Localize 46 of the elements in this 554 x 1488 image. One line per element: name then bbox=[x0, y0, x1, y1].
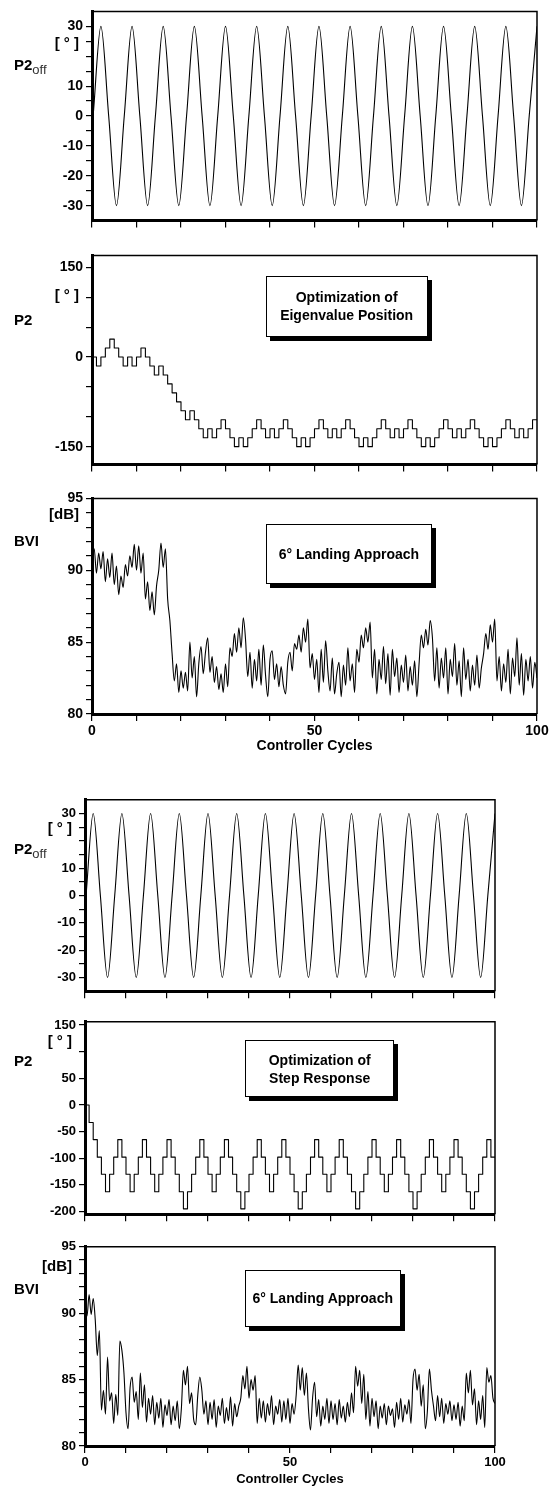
y-tick-label: -10 bbox=[57, 914, 76, 930]
y-tick-label: 30 bbox=[67, 17, 84, 34]
y-tick-label: 80 bbox=[67, 704, 84, 721]
y-axis-title: [dB] BVI bbox=[14, 1256, 72, 1299]
y-tick-label: 0 bbox=[68, 887, 76, 903]
y-tick-label: 30 bbox=[61, 805, 76, 821]
y-tick-label: 85 bbox=[67, 632, 84, 649]
y-tick-label: 95 bbox=[61, 1238, 76, 1254]
y-tick-label: 95 bbox=[67, 489, 84, 506]
y-axis-title: [dB] BVI bbox=[14, 505, 79, 550]
y-tick-label: -20 bbox=[62, 166, 84, 183]
annotation: 6° Landing Approach bbox=[252, 1289, 393, 1308]
text: [ ° ] P2$_{off}$ bbox=[14, 33, 79, 77]
y-tick-label: -10 bbox=[62, 136, 84, 153]
y-tick-label: -30 bbox=[62, 196, 84, 213]
x-tick-label: 50 bbox=[282, 1454, 298, 1470]
y-tick-label: 90 bbox=[67, 561, 84, 578]
y-tick-label: -150 bbox=[49, 1176, 76, 1192]
y-tick-label: 0 bbox=[75, 347, 84, 364]
y-tick-label: 150 bbox=[59, 258, 84, 275]
y-tick-label: 80 bbox=[61, 1437, 76, 1453]
y-tick-label: 150 bbox=[54, 1016, 76, 1032]
y-tick-label: 85 bbox=[61, 1371, 76, 1387]
y-axis-title: [ ° ] P2 bbox=[14, 1032, 72, 1070]
y-tick-label: 10 bbox=[67, 76, 84, 93]
y-tick-label: -20 bbox=[57, 941, 76, 957]
label-box: Optimization of Step Response bbox=[244, 1040, 395, 1098]
annotation: Optimization of Step Response bbox=[268, 1050, 371, 1087]
y-tick-label: -100 bbox=[49, 1149, 76, 1165]
x-tick-label: 100 bbox=[484, 1454, 506, 1470]
x-tick-label: 50 bbox=[306, 722, 323, 739]
x-axis-title: Controller Cycles bbox=[236, 1470, 344, 1486]
x-tick-label: 0 bbox=[88, 722, 97, 739]
x-axis-title: Controller Cycles bbox=[256, 737, 373, 754]
y-tick-label: 50 bbox=[61, 1069, 76, 1085]
y-tick-label: 0 bbox=[75, 106, 84, 123]
y-tick-label: 0 bbox=[68, 1096, 76, 1112]
y-tick-label: 90 bbox=[61, 1304, 76, 1320]
y-tick-label: -50 bbox=[57, 1123, 76, 1139]
annotation: 6° Landing Approach bbox=[278, 545, 420, 564]
y-tick-label: -30 bbox=[57, 969, 76, 985]
y-tick-label: -150 bbox=[54, 437, 84, 454]
text: [ ° ] P2 bbox=[14, 286, 79, 328]
annotation: Optimization of Eigenvalue Position bbox=[280, 288, 414, 325]
x-tick-label: 100 bbox=[525, 722, 549, 739]
y-tick-label: -200 bbox=[49, 1203, 76, 1219]
